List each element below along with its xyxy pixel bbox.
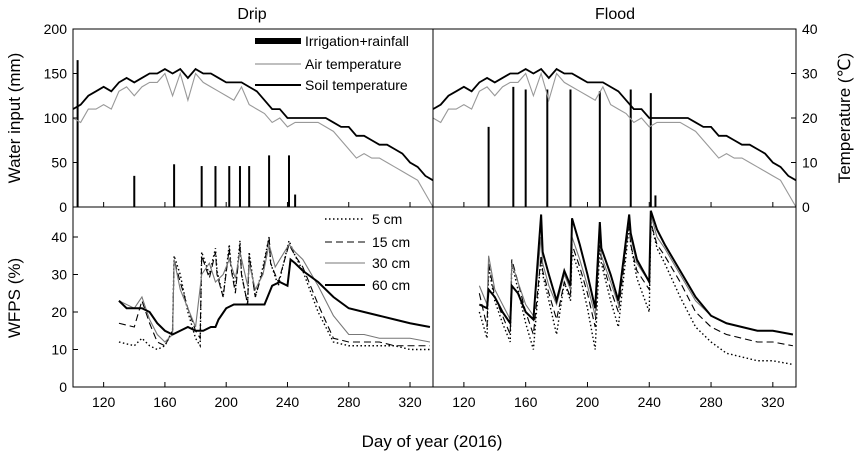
x-tick-label-drip: 120	[92, 394, 116, 410]
y-tick-label-wfps: 0	[59, 379, 67, 395]
y-tick-label-temperature: 10	[802, 155, 818, 171]
y-tick-label-water-input: 0	[59, 199, 67, 215]
x-axis-title: Day of year (2016)	[362, 432, 503, 451]
panel-title-flood: Flood	[595, 6, 635, 23]
wfps-line-5cm-flood	[478, 221, 794, 366]
x-tick-label-flood: 160	[514, 394, 538, 410]
x-tick-label-drip: 160	[153, 394, 177, 410]
wfps-line-60cm-flood	[478, 210, 794, 336]
y-tick-label-wfps: 10	[51, 342, 67, 358]
y-tick-label-temperature: 0	[802, 199, 810, 215]
soil-temperature-line-drip	[72, 67, 434, 182]
y-axis-title-water-input: Water input (mm)	[5, 53, 24, 184]
air-temperature-line-flood	[432, 71, 797, 208]
y-tick-label-wfps: 20	[51, 304, 67, 320]
plot-layer	[72, 60, 797, 366]
legend-label-30cm: 30 cm	[372, 255, 410, 271]
x-tick-label-drip: 320	[398, 394, 422, 410]
legend-label-60cm: 60 cm	[372, 277, 410, 293]
y-tick-label-wfps: 40	[51, 229, 67, 245]
bottom-legend: 5 cm 15 cm 30 cm 60 cm	[325, 211, 410, 293]
y-axis-title-temperature: Temperature (℃)	[835, 53, 854, 184]
y-tick-label-water-input: 50	[51, 155, 67, 171]
x-tick-label-drip: 240	[276, 394, 300, 410]
wfps-line-30cm-flood	[478, 214, 794, 336]
panel-drip	[72, 60, 434, 351]
top-legend: Irrigation+rainfall Air temperature Soil…	[255, 33, 409, 93]
x-tick-label-drip: 200	[215, 394, 239, 410]
y-tick-label-water-input: 200	[44, 21, 68, 37]
y-tick-label-water-input: 150	[44, 66, 68, 82]
x-tick-label-flood: 240	[638, 394, 662, 410]
x-tick-label-flood: 120	[452, 394, 476, 410]
wfps-line-15cm-flood	[478, 221, 794, 347]
y-tick-label-temperature: 40	[802, 21, 818, 37]
ticks: 0 50 100 150 200 0 10 20 30 40 0 10 20 30 40 120 160 200 2…	[44, 21, 818, 410]
soil-temperature-line-flood	[432, 67, 797, 182]
y-tick-label-temperature: 30	[802, 66, 818, 82]
y-tick-label-wfps: 30	[51, 267, 67, 283]
panel-flood	[432, 67, 797, 366]
x-tick-label-flood: 200	[576, 394, 600, 410]
x-tick-label-flood: 280	[699, 394, 723, 410]
wfps-line-60cm-drip	[118, 257, 431, 336]
x-tick-label-drip: 280	[337, 394, 361, 410]
wfps-line-30cm-drip	[118, 243, 431, 343]
y-tick-label-temperature: 20	[802, 110, 818, 126]
x-tick-label-flood: 320	[761, 394, 785, 410]
axes-frames	[72, 28, 797, 388]
wfps-line-5cm-drip	[118, 236, 430, 351]
y-axis-title-wfps: WFPS (%)	[5, 258, 24, 338]
y-tick-label-water-input: 100	[44, 110, 68, 126]
panel-title-drip: Drip	[237, 6, 266, 23]
legend-label-irrigation: Irrigation+rainfall	[305, 33, 409, 49]
outer-frame	[72, 28, 797, 388]
air-temperature-line-drip	[72, 71, 434, 208]
legend-label-soil-temperature: Soil temperature	[305, 77, 408, 93]
legend-label-air-temperature: Air temperature	[305, 56, 402, 72]
legend-label-5cm: 5 cm	[372, 211, 402, 227]
legend-label-15cm: 15 cm	[372, 234, 410, 250]
